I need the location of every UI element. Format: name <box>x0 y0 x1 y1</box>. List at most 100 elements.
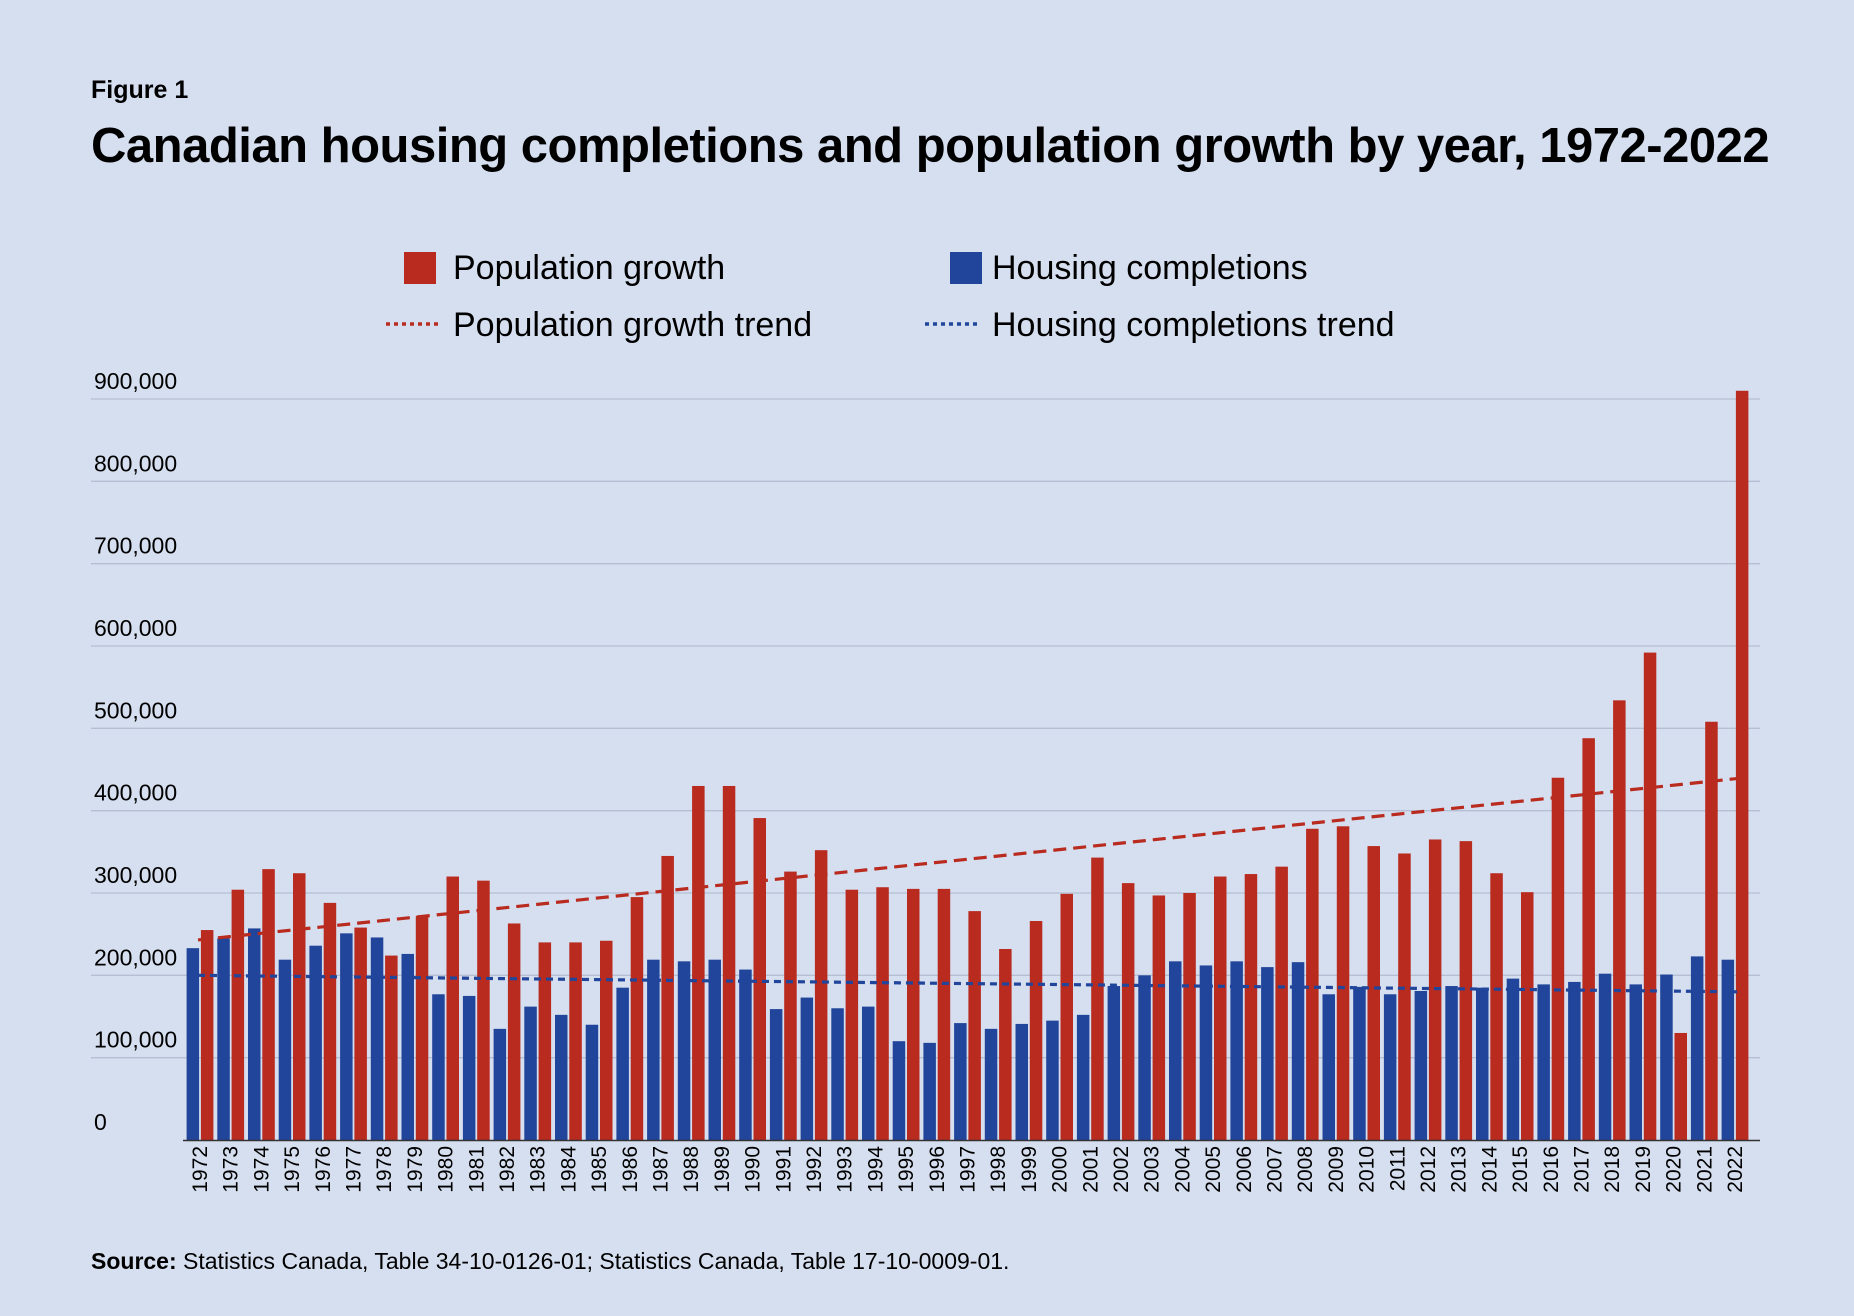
x-tick-label: 2001 <box>1079 1146 1102 1193</box>
x-tick-label: 2013 <box>1448 1146 1471 1193</box>
x-tick-label: 1993 <box>834 1146 857 1193</box>
bar-population-growth <box>1214 876 1227 1140</box>
bar-population-growth <box>200 930 214 1140</box>
bar-population-growth <box>1459 841 1473 1140</box>
bar-housing-completions <box>1322 994 1335 1140</box>
bar-population-growth <box>231 889 245 1140</box>
bar-population-growth <box>845 889 859 1140</box>
bar-population-growth <box>999 948 1012 1140</box>
x-tick-label: 1999 <box>1018 1146 1041 1193</box>
bar-housing-completions <box>984 1028 998 1140</box>
x-tick-label: 1976 <box>312 1146 335 1193</box>
bar-population-growth <box>692 785 705 1140</box>
bar-population-growth <box>1060 893 1073 1140</box>
bar-population-growth <box>876 887 889 1140</box>
bar-housing-completions <box>739 969 752 1140</box>
x-tick-label: 2009 <box>1325 1146 1348 1193</box>
bar-housing-completions <box>769 1009 783 1140</box>
bar-population-growth <box>1643 652 1657 1140</box>
x-tick-label: 2015 <box>1509 1146 1532 1193</box>
bar-population-growth <box>1183 893 1196 1140</box>
x-tick-label: 2007 <box>1264 1146 1287 1193</box>
bar-housing-completions <box>340 933 353 1140</box>
bar-population-growth <box>1121 883 1135 1140</box>
bar-housing-completions <box>1506 978 1520 1140</box>
y-tick-label: 800,000 <box>94 450 177 476</box>
x-tick-label: 1997 <box>957 1146 980 1193</box>
x-tick-label: 2002 <box>1110 1146 1133 1193</box>
y-tick-label: 700,000 <box>94 533 177 559</box>
y-tick-label: 100,000 <box>94 1027 177 1053</box>
bar-housing-completions <box>892 1041 906 1140</box>
bar-housing-completions <box>462 995 476 1140</box>
bar-housing-completions <box>1690 956 1704 1140</box>
bar-population-growth <box>1490 873 1503 1140</box>
bar-population-growth <box>1275 866 1288 1140</box>
x-tick-label: 2000 <box>1049 1146 1072 1193</box>
legend-swatch-population <box>404 252 436 284</box>
bar-population-growth <box>446 876 459 1140</box>
bar-housing-completions <box>1291 962 1305 1140</box>
bar-population-growth <box>385 955 398 1140</box>
bar-housing-completions <box>1660 974 1673 1140</box>
x-tick-label: 1985 <box>588 1146 611 1193</box>
x-tick-label: 1975 <box>281 1146 304 1193</box>
bar-housing-completions <box>1383 994 1397 1140</box>
bar-housing-completions <box>1230 961 1243 1140</box>
x-tick-label: 1995 <box>895 1146 918 1193</box>
bar-population-growth <box>538 942 552 1140</box>
x-tick-label: 2010 <box>1356 1146 1379 1193</box>
bar-housing-completions <box>1261 967 1274 1140</box>
bar-population-growth <box>1551 777 1565 1140</box>
x-axis-ticks: 1972 1973 1974 1975 1976 1977 1978 1979 1980 1981… <box>189 1146 1747 1193</box>
bar-housing-completions <box>370 937 384 1140</box>
x-tick-label: 2003 <box>1141 1146 1164 1193</box>
bar-housing-completions <box>432 994 445 1140</box>
bar-housing-completions <box>708 959 721 1140</box>
bar-population-growth <box>722 785 736 1140</box>
x-tick-label: 1982 <box>496 1146 519 1193</box>
bar-housing-completions <box>278 959 292 1140</box>
x-tick-label: 2011 <box>1386 1146 1409 1191</box>
bar-population-growth <box>1582 738 1595 1140</box>
x-tick-label: 1992 <box>803 1146 826 1193</box>
bar-housing-completions <box>186 948 200 1140</box>
bar-population-growth <box>293 873 306 1140</box>
x-tick-label: 1986 <box>619 1146 642 1193</box>
bar-housing-completions <box>647 959 660 1140</box>
source-label: Source: <box>91 1248 177 1274</box>
bar-housing-completions <box>217 938 230 1140</box>
bar-housing-completions <box>800 997 814 1140</box>
bar-population-growth <box>1152 895 1166 1140</box>
bar-population-growth <box>937 888 951 1140</box>
x-tick-label: 2016 <box>1540 1146 1563 1193</box>
x-tick-label: 2008 <box>1294 1146 1317 1193</box>
bar-population-growth <box>1613 700 1626 1140</box>
chart-title: Canadian housing completions and populat… <box>91 119 1770 173</box>
bar-housing-completions <box>954 1023 967 1140</box>
y-tick-label: 0 <box>94 1109 107 1135</box>
x-tick-label: 2018 <box>1601 1146 1624 1193</box>
bar-housing-completions <box>1353 986 1366 1140</box>
y-tick-label: 300,000 <box>94 862 177 888</box>
y-tick-label: 200,000 <box>94 944 177 970</box>
x-tick-label: 2021 <box>1693 1146 1716 1193</box>
bar-housing-completions <box>1107 986 1121 1140</box>
x-tick-label: 2004 <box>1171 1146 1194 1193</box>
x-tick-label: 1974 <box>250 1146 273 1193</box>
bar-housing-completions <box>616 987 629 1140</box>
bar-population-growth <box>661 855 674 1140</box>
x-tick-label: 2006 <box>1233 1146 1256 1193</box>
bar-housing-completions <box>309 945 322 1140</box>
source-note: Source: Statistics Canada, Table 34-10-0… <box>91 1248 1009 1275</box>
x-tick-label: 1980 <box>435 1146 458 1193</box>
housing-completions-trend-line <box>197 973 1738 994</box>
x-tick-label: 1989 <box>711 1146 734 1193</box>
y-axis-ticks: 0 100,000 200,000 300,000 400,000 500,000 600,… <box>94 368 177 1135</box>
bar-population-growth <box>323 902 337 1140</box>
bar-population-growth <box>354 927 367 1140</box>
bar-population-growth <box>1735 390 1749 1140</box>
bar-population-growth <box>1705 721 1718 1140</box>
legend-label-housing-trend: Housing completions trend <box>992 306 1395 344</box>
